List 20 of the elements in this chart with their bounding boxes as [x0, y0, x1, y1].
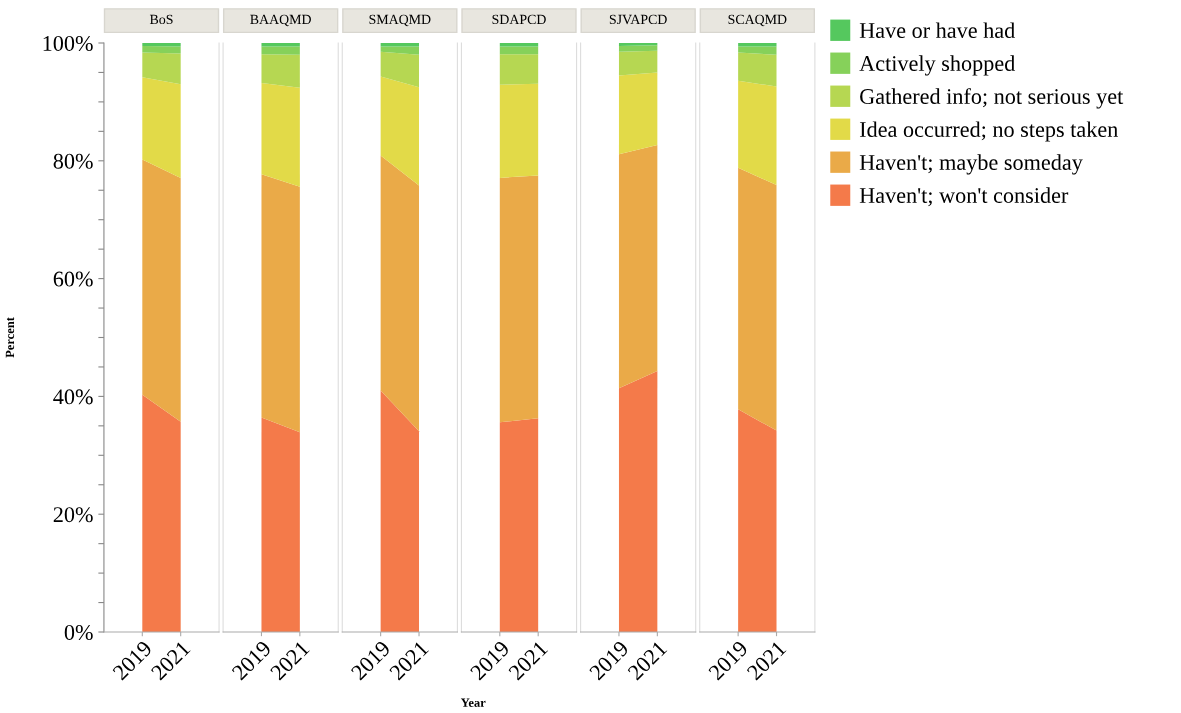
y-tick-label: 60%	[53, 271, 93, 287]
y-tick-label: 100%	[43, 35, 93, 51]
chart-title: BAAQMD	[250, 14, 311, 27]
chart-title: SDAPCD	[492, 14, 546, 25]
chart-title: SCAQMD	[728, 14, 787, 27]
y-tick-label: 0%	[64, 624, 93, 640]
legend-label: Gathered info; not serious yet	[860, 88, 1124, 109]
x-axis-title: Year	[460, 698, 486, 707]
legend-label: Haven't; maybe someday	[859, 154, 1083, 175]
y-tick-label: 40%	[53, 389, 93, 405]
legend-label: Have or have had	[859, 22, 1015, 39]
legend-label: Haven't; won't consider	[859, 187, 1069, 207]
y-axis-title: Percent	[5, 317, 15, 358]
y-tick-label: 80%	[53, 153, 93, 169]
chart-title: BoS	[149, 14, 173, 25]
legend-label: Actively shopped	[859, 55, 1016, 76]
y-tick-label: 20%	[53, 507, 93, 523]
chart-title: SMAQMD	[369, 14, 431, 27]
legend-label: Idea occurred; no steps taken	[859, 121, 1118, 142]
chart-title: SJVAPCD	[609, 14, 667, 25]
